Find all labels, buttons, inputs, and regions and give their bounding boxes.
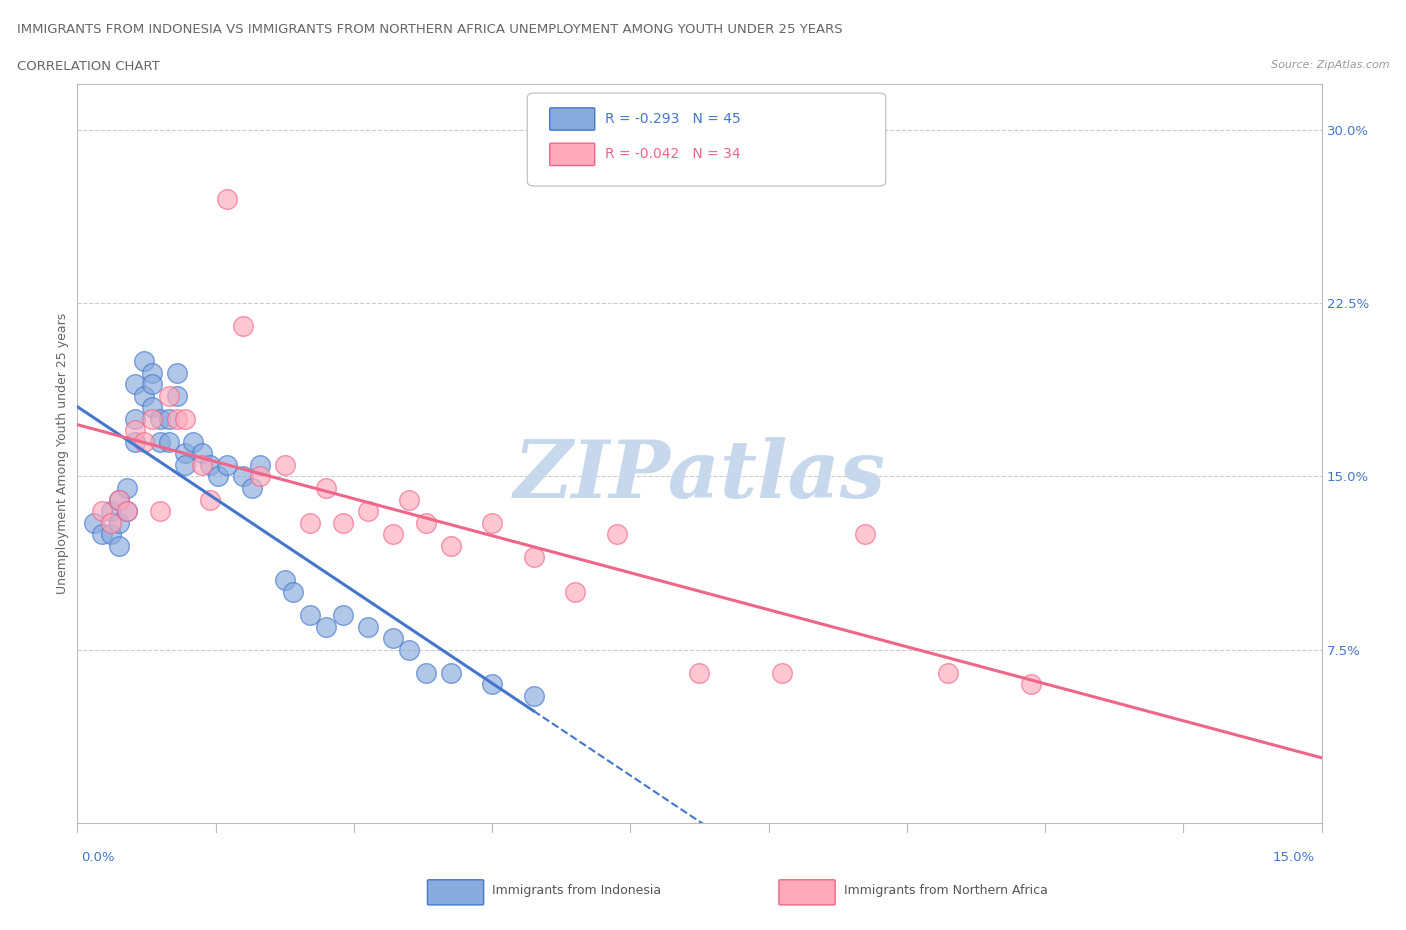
Point [523,550,546,565]
Point [315,481,337,496]
Point [100,504,122,519]
Point [772,666,794,681]
Point [166,365,188,380]
Point [207,469,229,484]
Point [174,411,197,426]
Point [91,504,114,519]
Text: IMMIGRANTS FROM INDONESIA VS IMMIGRANTS FROM NORTHERN AFRICA UNEMPLOYMENT AMONG : IMMIGRANTS FROM INDONESIA VS IMMIGRANTS … [17,23,842,36]
Point [108,492,131,507]
Point [141,411,163,426]
Point [281,585,304,600]
Point [174,458,197,472]
Point [124,434,146,449]
Point [215,192,238,206]
Text: 15.0%: 15.0% [1272,851,1315,864]
Point [149,434,172,449]
Point [149,504,172,519]
Text: Immigrants from Northern Africa: Immigrants from Northern Africa [844,884,1047,897]
Y-axis label: Unemployment Among Youth under 25 years: Unemployment Among Youth under 25 years [56,312,69,594]
Point [149,411,172,426]
Point [100,515,122,530]
Point [606,526,628,541]
Point [440,666,463,681]
Point [132,434,155,449]
Point [141,377,163,392]
Point [115,504,138,519]
Point [115,481,138,496]
Point [938,666,960,681]
Point [141,365,163,380]
Point [100,526,122,541]
Point [191,446,214,461]
Point [249,469,271,484]
Point [115,504,138,519]
Point [191,458,214,472]
Point [332,515,354,530]
Point [274,458,297,472]
Point [108,492,131,507]
Point [523,688,546,703]
Point [481,677,503,692]
Text: R = -0.293   N = 45: R = -0.293 N = 45 [605,112,741,126]
Point [357,619,380,634]
Point [232,469,254,484]
Point [298,607,321,622]
Point [332,607,354,622]
Point [124,411,146,426]
Point [440,538,463,553]
Point [174,446,197,461]
Point [357,504,380,519]
Point [157,411,180,426]
Point [398,643,420,658]
Point [124,423,146,438]
Point [298,515,321,530]
Point [855,526,877,541]
Text: Immigrants from Indonesia: Immigrants from Indonesia [492,884,661,897]
Point [232,319,254,334]
Point [183,434,205,449]
Point [315,619,337,634]
Point [132,388,155,403]
Point [1021,677,1043,692]
Point [157,388,180,403]
Point [198,492,221,507]
Point [215,458,238,472]
Point [141,400,163,415]
Point [481,515,503,530]
Text: CORRELATION CHART: CORRELATION CHART [17,60,160,73]
Point [415,666,437,681]
Text: Source: ZipAtlas.com: Source: ZipAtlas.com [1271,60,1389,71]
Point [108,538,131,553]
Text: ZIPatlas: ZIPatlas [513,437,886,514]
Point [415,515,437,530]
Point [564,585,586,600]
Text: R = -0.042   N = 34: R = -0.042 N = 34 [605,147,740,162]
Point [689,666,711,681]
Point [124,377,146,392]
Point [108,515,131,530]
Point [91,526,114,541]
Text: 0.0%: 0.0% [82,851,115,864]
Point [166,411,188,426]
Point [157,434,180,449]
Point [274,573,297,588]
Point [166,388,188,403]
Point [398,492,420,507]
Point [381,526,404,541]
Point [132,353,155,368]
Point [381,631,404,645]
Point [198,458,221,472]
Point [240,481,263,496]
Point [83,515,105,530]
Point [249,458,271,472]
